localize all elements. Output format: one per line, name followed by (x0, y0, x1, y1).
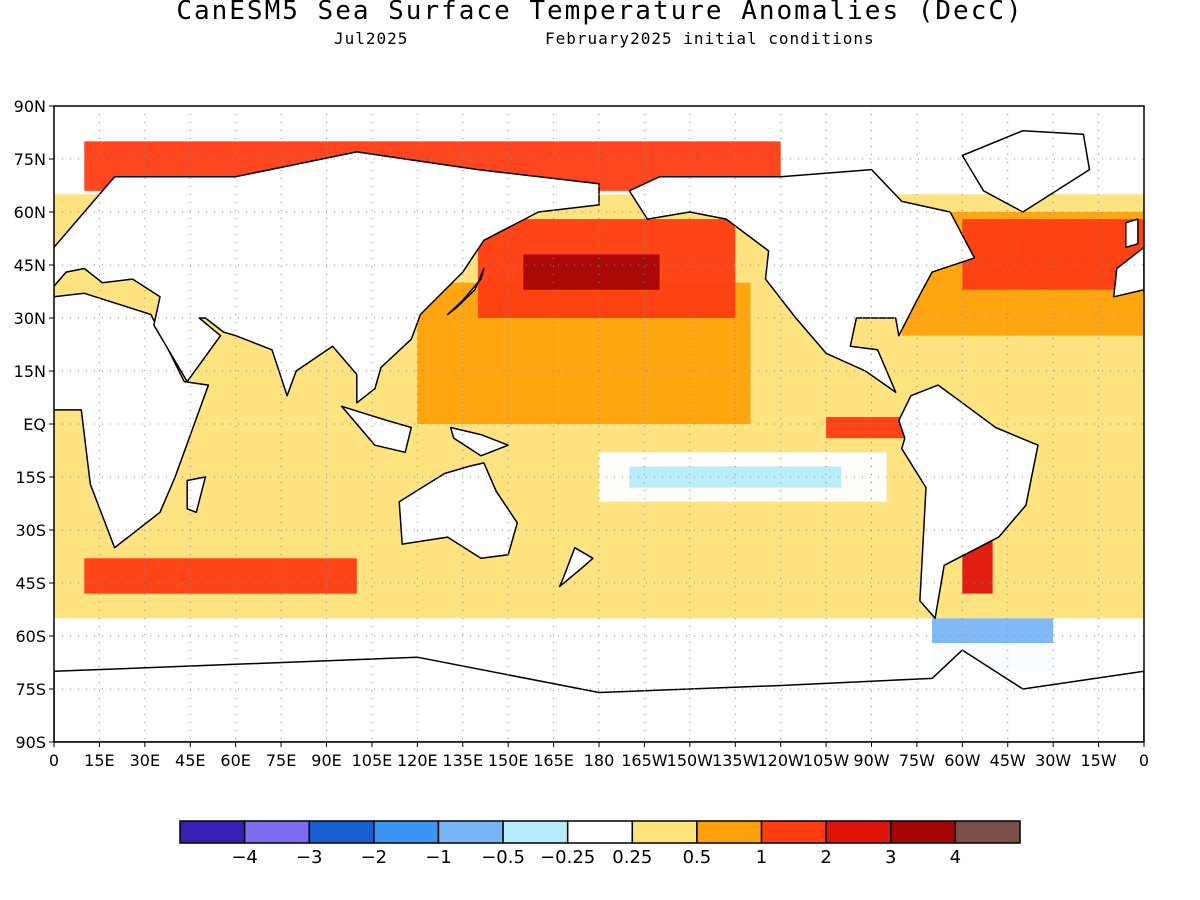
lon-tick-label: 45W (990, 751, 1026, 770)
lon-tick-label: 90E (311, 751, 341, 770)
lat-tick-label: 45S (15, 574, 46, 593)
lon-tick-label: 165E (533, 751, 574, 770)
colorbar: −4 −3 −2 −1 −0.5 −0.25 0.25 0.5 1 2 3 4 (179, 820, 1021, 868)
initial-conditions-label: February2025 initial conditions (545, 29, 875, 48)
anomaly-region-4 (523, 254, 660, 290)
colorbar-swatch (760, 820, 827, 844)
lat-tick-label: 90N (14, 97, 46, 116)
lon-tick-label: 60E (220, 751, 250, 770)
lon-tick-label: 180 (584, 751, 615, 770)
coastlines (54, 129, 1144, 742)
colorbar-label: −4 (231, 847, 258, 868)
colorbar-swatch (890, 820, 957, 844)
colorbar-label: 1 (756, 847, 767, 868)
lon-tick-label: 135W (712, 751, 759, 770)
lat-tick-label: 30N (14, 309, 46, 328)
lon-tick-label: 120W (757, 751, 804, 770)
anomaly-region-11 (826, 416, 917, 439)
land-australia (398, 462, 519, 560)
colorbar-swatch (566, 820, 634, 844)
land-new-zealand (558, 546, 594, 588)
colorbar-label: 0.25 (612, 847, 652, 868)
lon-tick-label: 0 (49, 751, 59, 770)
colorbar-label: 3 (885, 847, 896, 868)
land-japan (446, 267, 485, 316)
longitude-axis: 0 15E 30E 45E 60E 75E 90E 105E 120E 135E 150E 165E 1… (49, 742, 1149, 770)
colorbar-swatch (954, 820, 1021, 844)
lon-tick-label: 120E (397, 751, 438, 770)
colorbar-label: 0.5 (683, 847, 712, 868)
colorbar-swatch (308, 820, 375, 844)
lat-tick-label: 15S (15, 468, 46, 487)
lon-tick-label: 60W (944, 751, 980, 770)
colorbar-label: −2 (361, 847, 388, 868)
colorbar-swatch (437, 820, 504, 844)
lon-tick-label: 135E (442, 751, 483, 770)
land-europe-west (1112, 246, 1144, 298)
lat-tick-label: 75S (15, 680, 46, 699)
lon-tick-label: 75E (266, 751, 296, 770)
lon-tick-label: 0 (1139, 751, 1149, 770)
lon-tick-label: 105E (352, 751, 393, 770)
anomaly-region-6 (962, 219, 1144, 290)
lat-tick-label: 90S (15, 733, 46, 752)
lat-tick-label: 15N (14, 362, 46, 381)
colorbar-swatch (502, 820, 569, 844)
colorbar-label: 4 (950, 847, 961, 868)
lon-tick-label: 30E (130, 751, 160, 770)
land-north-america (628, 168, 976, 393)
lat-tick-label: 60N (14, 203, 46, 222)
land-antarctica (54, 649, 1144, 742)
figure-title: CanESM5 Sea Surface Temperature Anomalie… (176, 0, 1024, 26)
map-grid (54, 106, 1144, 742)
lat-tick-label: 75N (14, 150, 46, 169)
colorbar-label: 2 (820, 847, 831, 868)
valid-month-label: Jul2025 (334, 29, 409, 48)
land-borneo-png (449, 426, 509, 457)
lat-tick-label: 60S (15, 627, 46, 646)
colorbar-swatch (373, 820, 440, 844)
lat-tick-label: 45N (14, 256, 46, 275)
anomaly-region-10 (629, 466, 842, 488)
colorbar-swatch (631, 820, 698, 844)
lon-tick-label: 90W (853, 751, 889, 770)
lon-tick-label: 15W (1080, 751, 1116, 770)
land-south-america (898, 384, 1039, 620)
lon-tick-label: 150W (667, 751, 714, 770)
land-africa (54, 292, 210, 549)
colorbar-swatch (179, 820, 246, 844)
lon-tick-label: 30W (1035, 751, 1071, 770)
lon-tick-label: 165W (621, 751, 668, 770)
colorbar-label: −0.5 (481, 847, 525, 868)
colorbar-swatch (243, 820, 310, 844)
land-greenland (961, 129, 1091, 213)
colorbar-label: −3 (296, 847, 323, 868)
lon-tick-label: 15E (84, 751, 114, 770)
anomaly-region-8 (84, 558, 357, 594)
land-uk (1125, 218, 1139, 249)
lon-tick-label: 105W (803, 751, 850, 770)
latitude-axis: 90N 75N 60N 45N 30N 15N EQ 15S 30S 45S 60S 75S 90S (14, 97, 54, 752)
land-eurasia (54, 151, 600, 404)
lat-tick-label: 30S (15, 521, 46, 540)
lon-tick-label: 45E (175, 751, 205, 770)
colorbar-label: −1 (425, 847, 452, 868)
colorbar-label: −0.25 (540, 847, 595, 868)
colorbar-swatch (825, 820, 892, 844)
lat-tick-label: EQ (23, 415, 46, 434)
land-indonesia (340, 405, 413, 454)
land-madagascar (186, 476, 207, 514)
lon-tick-label: 150E (488, 751, 529, 770)
lon-tick-label: 75W (899, 751, 935, 770)
colorbar-swatch (696, 820, 763, 844)
